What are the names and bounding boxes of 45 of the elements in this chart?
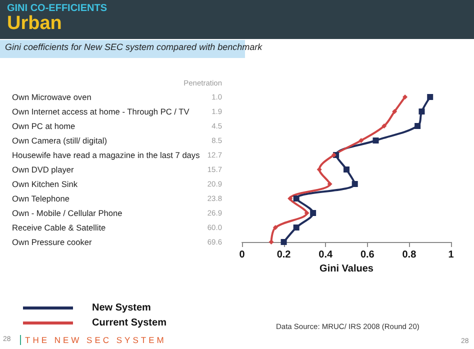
x-tick-label: 0.4 (318, 250, 333, 260)
point (293, 196, 300, 202)
y-tick-label: Own Camera (still/ digital) (12, 136, 108, 146)
point (272, 225, 278, 230)
point (304, 210, 310, 216)
point (382, 124, 387, 128)
y-tick-label: Housewife have read a magazine in the last 7 days (12, 150, 200, 160)
x-axis-title: Gini Values (320, 264, 374, 274)
x-tick-label: 0.8 (402, 250, 417, 260)
point (372, 138, 379, 144)
y-tick-label: Own Pressure cooker (12, 237, 92, 247)
point (316, 167, 322, 172)
legend-label: Current System (92, 318, 167, 328)
y-tick-label: Own PC at home (12, 121, 76, 131)
y-tick-label: Own Microwave oven (12, 92, 92, 102)
text: Urban (7, 13, 62, 35)
legend-label: New System (92, 302, 152, 314)
x-tick-label: 0 (239, 250, 246, 260)
y-tick-label: Own Internet access at home - Through PC / TV (12, 106, 190, 116)
text: THE NEW SEC SYSTEM (20, 335, 166, 345)
point (331, 152, 336, 158)
x-tick-label: 1 (448, 250, 454, 260)
y-tick-label: Own DVD player (12, 164, 74, 174)
point (358, 138, 364, 143)
y-tick-label: Own Kitchen Sink (12, 179, 78, 189)
point (392, 109, 398, 114)
point (352, 181, 358, 187)
point (427, 94, 434, 100)
y-tick-label: Own Telephone (12, 194, 70, 204)
x-tick-label: 0.6 (360, 250, 375, 260)
point (288, 196, 293, 201)
point (293, 224, 300, 230)
text: GINI CO-EFFICIENTS (7, 3, 107, 14)
point (280, 239, 287, 245)
point (344, 166, 350, 172)
point (402, 94, 408, 100)
text: Gini coefficients for New SEC system compared with benchmark (4, 41, 262, 54)
x-tick-label: 0.2 (276, 250, 292, 260)
y-tick-label: Own - Mobile / Cellular Phone (12, 208, 123, 218)
point (268, 240, 274, 244)
point (327, 182, 332, 186)
point (418, 108, 425, 114)
point (310, 210, 316, 216)
y-tick-label: Receive Cable & Satellite (12, 222, 106, 232)
point (414, 123, 421, 129)
